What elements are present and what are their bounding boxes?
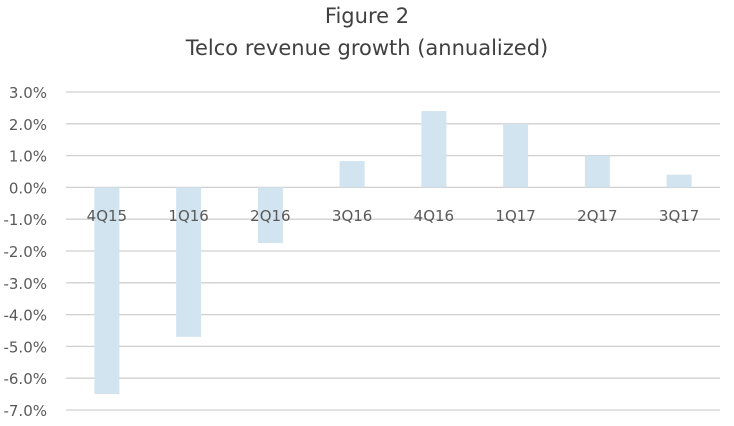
bar-4Q16 (421, 111, 447, 188)
chart-subtitle: Telco revenue growth (annualized) (185, 36, 549, 60)
y-tick-label: -4.0% (3, 307, 47, 325)
y-axis-ticks: 3.0% 2.0% 1.0% 0.0% -1.0% -2.0% -3.0% -4.0% -5.0… (3, 84, 47, 420)
y-tick-label: 3.0% (9, 84, 47, 102)
y-tick-label: -7.0% (3, 402, 47, 420)
bar-3Q17 (666, 174, 692, 188)
bar-4Q15 (94, 187, 120, 395)
bar-1Q17 (503, 123, 529, 188)
x-tick-label: 2Q16 (250, 207, 290, 225)
x-tick-label: 2Q17 (577, 207, 617, 225)
bar-2Q17 (584, 155, 610, 188)
x-tick-label: 4Q16 (414, 207, 454, 225)
y-tick-label: -5.0% (3, 338, 47, 356)
y-tick-label: -2.0% (3, 243, 47, 261)
x-axis-labels: 4Q15 1Q16 2Q16 3Q16 4Q16 1Q17 2Q17 3Q17 (87, 207, 700, 225)
x-tick-label: 3Q16 (332, 207, 372, 225)
y-tick-label: -6.0% (3, 370, 47, 388)
bars (94, 111, 692, 395)
y-tick-label: -3.0% (3, 275, 47, 293)
y-tick-label: 2.0% (9, 116, 47, 134)
y-tick-label: -1.0% (3, 211, 47, 229)
x-tick-label: 1Q17 (495, 207, 535, 225)
bar-2Q16 (257, 187, 283, 244)
x-tick-label: 1Q16 (168, 207, 208, 225)
bar-3Q16 (339, 161, 365, 188)
y-tick-label: 1.0% (9, 148, 47, 166)
bar-1Q16 (176, 187, 202, 337)
chart-title: Figure 2 (324, 4, 410, 28)
gridlines (66, 91, 720, 411)
x-tick-label: 4Q15 (87, 207, 127, 225)
x-tick-label: 3Q17 (659, 207, 699, 225)
y-tick-label: 0.0% (9, 179, 47, 197)
